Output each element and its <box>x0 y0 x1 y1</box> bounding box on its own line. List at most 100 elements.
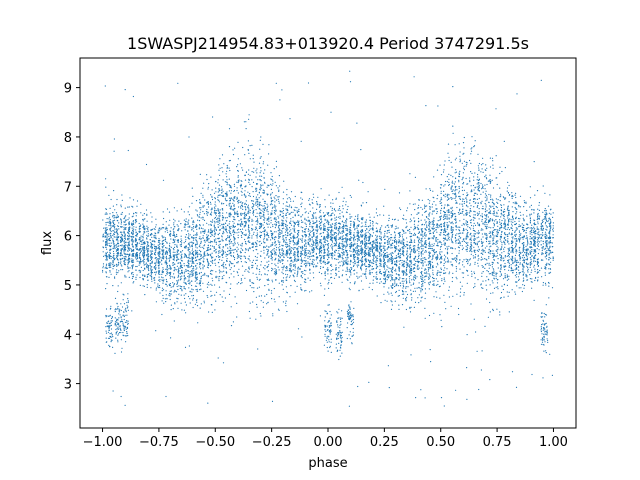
data-point <box>260 156 262 158</box>
data-point <box>327 267 329 269</box>
data-point <box>290 229 292 231</box>
data-point <box>335 236 337 238</box>
data-point <box>221 249 223 251</box>
data-point <box>398 192 401 194</box>
data-point <box>275 269 277 271</box>
data-point <box>168 224 170 226</box>
data-point <box>159 292 161 294</box>
data-point <box>298 225 300 227</box>
data-point <box>485 237 487 239</box>
data-point <box>226 184 228 186</box>
data-point <box>357 254 359 256</box>
data-point <box>228 277 230 279</box>
data-point <box>170 227 172 229</box>
data-point <box>286 269 288 271</box>
data-point <box>187 226 189 228</box>
data-point <box>248 255 250 257</box>
data-point <box>199 207 201 209</box>
data-point <box>416 259 418 261</box>
data-point <box>253 231 255 233</box>
data-point <box>162 294 164 297</box>
data-point <box>338 238 340 240</box>
data-point <box>458 143 460 145</box>
data-point <box>266 206 268 209</box>
data-point <box>534 235 536 237</box>
data-point <box>490 232 492 234</box>
data-point <box>416 237 418 239</box>
data-point <box>458 210 461 212</box>
data-point <box>422 262 424 264</box>
data-point <box>110 262 112 264</box>
data-point <box>531 224 533 226</box>
data-point <box>474 140 476 142</box>
data-point <box>548 268 550 270</box>
data-point <box>147 233 149 235</box>
data-point <box>208 311 210 313</box>
data-point <box>501 252 503 254</box>
data-point <box>462 205 464 207</box>
data-point <box>458 192 460 194</box>
data-point <box>552 216 554 218</box>
data-point <box>339 236 341 238</box>
data-point <box>112 212 114 214</box>
data-point <box>132 231 134 233</box>
data-point <box>279 256 281 258</box>
data-point <box>294 265 296 267</box>
data-point <box>383 264 385 266</box>
data-point <box>210 270 212 272</box>
data-point <box>518 269 520 271</box>
data-point <box>335 273 338 275</box>
data-point <box>263 205 265 207</box>
data-point <box>228 240 230 242</box>
data-point <box>476 232 478 234</box>
data-point <box>189 266 191 268</box>
data-point <box>504 227 506 229</box>
data-point <box>514 269 516 271</box>
data-point <box>405 287 407 289</box>
data-point <box>437 241 439 243</box>
data-point <box>341 186 343 188</box>
data-point <box>388 293 390 295</box>
data-point <box>413 221 416 223</box>
data-point <box>110 266 112 268</box>
data-point <box>367 231 369 233</box>
data-point <box>391 301 393 303</box>
data-point <box>302 249 304 252</box>
data-point <box>278 217 280 219</box>
data-point <box>455 266 457 268</box>
data-point <box>454 181 456 183</box>
data-point <box>440 192 442 194</box>
data-point <box>499 229 501 231</box>
data-point <box>525 201 527 203</box>
data-point <box>495 198 497 200</box>
data-point <box>504 243 506 245</box>
data-point <box>432 272 434 274</box>
data-point <box>514 220 516 223</box>
data-point <box>163 217 165 220</box>
data-point <box>364 251 366 253</box>
data-point <box>127 271 129 273</box>
data-point <box>232 202 234 204</box>
data-point <box>501 244 503 246</box>
data-point <box>448 173 450 175</box>
data-point <box>455 242 457 244</box>
data-point <box>414 209 416 211</box>
data-point <box>373 257 375 259</box>
data-point <box>341 255 343 257</box>
data-point <box>282 245 284 247</box>
data-point <box>176 233 178 236</box>
data-point <box>451 206 453 208</box>
data-point <box>260 209 262 211</box>
data-point <box>131 227 133 229</box>
data-point <box>397 219 399 221</box>
data-point <box>271 203 273 206</box>
data-point <box>194 257 196 259</box>
data-point <box>129 260 131 262</box>
data-point <box>157 229 160 231</box>
data-point <box>286 198 289 200</box>
data-point <box>217 223 219 226</box>
data-point <box>357 215 359 217</box>
data-point <box>230 241 233 243</box>
data-point <box>398 266 400 268</box>
data-point <box>451 198 453 200</box>
